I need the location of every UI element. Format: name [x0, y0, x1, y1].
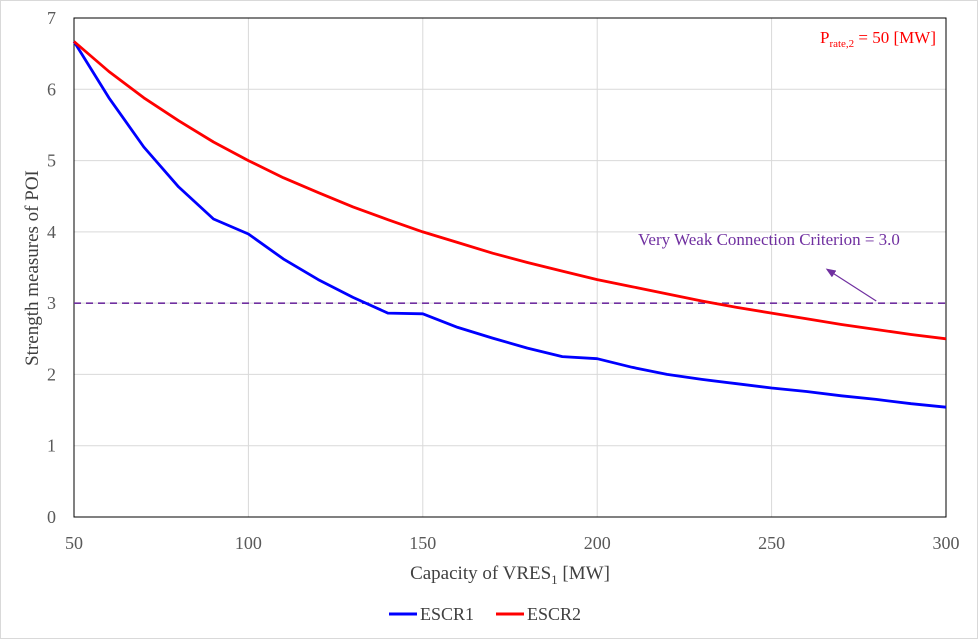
- legend: ESCR1 ESCR2: [389, 604, 581, 624]
- x-axis-title-subscript: 1: [551, 572, 558, 587]
- y-tick-label: 5: [47, 151, 56, 171]
- x-tick-labels: 50 100 150 200 250 300: [65, 533, 960, 553]
- series-line-escr1: [72, 40, 947, 409]
- y-tick-label: 6: [47, 79, 56, 99]
- series-layer: [72, 40, 947, 409]
- rating-prefix: P: [820, 28, 829, 47]
- y-tick-labels: 0 1 2 3 4 5 6 7: [47, 8, 56, 527]
- y-tick-label: 0: [47, 507, 56, 527]
- y-axis-title: Strength measures of POI: [22, 170, 43, 366]
- x-tick-label: 200: [584, 533, 611, 553]
- x-tick-label: 300: [933, 533, 960, 553]
- x-axis-title-main: Capacity of VRES: [410, 563, 551, 584]
- gridlines: [73, 17, 947, 518]
- series-line-escr2: [73, 40, 947, 341]
- rating-suffix: = 50 [MW]: [854, 28, 936, 47]
- rating-subscript: rate,2: [829, 38, 854, 50]
- y-tick-label: 7: [47, 8, 56, 28]
- x-tick-label: 50: [65, 533, 83, 553]
- y-tick-label: 2: [47, 364, 56, 384]
- x-tick-label: 250: [758, 533, 785, 553]
- x-tick-label: 100: [235, 533, 262, 553]
- criterion-arrow: [825, 268, 877, 302]
- plot-area-border: [73, 17, 947, 518]
- rating-annotation: Prate,2 = 50 [MW]: [820, 28, 936, 50]
- criterion-annotation: Very Weak Connection Criterion = 3.0: [638, 230, 900, 249]
- legend-label-escr1: ESCR1: [420, 604, 474, 624]
- legend-label-escr2: ESCR2: [527, 604, 581, 624]
- x-axis-title-unit: [MW]: [558, 563, 610, 584]
- y-tick-label: 1: [47, 436, 56, 456]
- x-axis-title: Capacity of VRES1 [MW]: [410, 563, 610, 587]
- y-tick-label: 3: [47, 293, 56, 313]
- y-tick-label: 4: [47, 222, 56, 242]
- x-tick-label: 150: [409, 533, 436, 553]
